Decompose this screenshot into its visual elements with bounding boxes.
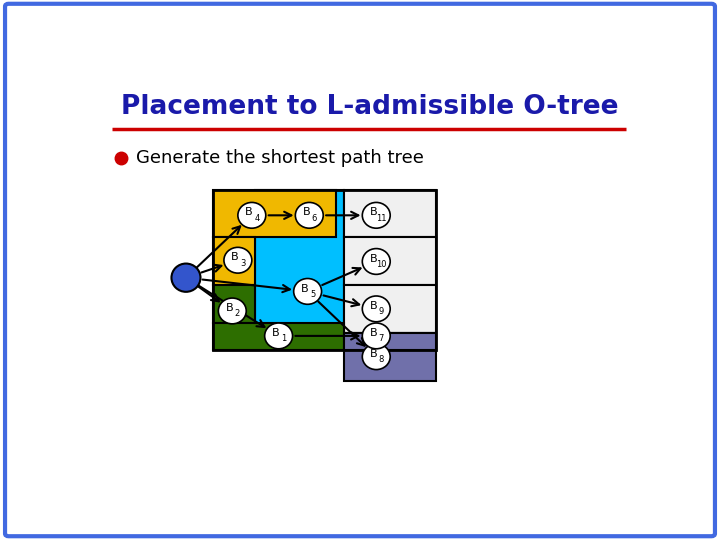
Text: 11: 11 [376,214,387,222]
Text: 7: 7 [379,334,384,343]
Bar [344,333,436,381]
Ellipse shape [362,248,390,274]
Ellipse shape [294,279,322,305]
Text: B: B [301,284,309,294]
Text: 1: 1 [281,334,287,343]
Ellipse shape [362,296,390,322]
Text: 5: 5 [310,290,315,299]
Bar [344,285,436,333]
Text: 2: 2 [235,309,240,319]
Bar [213,285,255,322]
Text: 3: 3 [240,259,246,268]
Ellipse shape [295,202,323,228]
Ellipse shape [362,344,390,369]
Text: B: B [369,349,377,359]
Text: Placement to L-admissible O-tree: Placement to L-admissible O-tree [121,94,618,120]
Text: 4: 4 [254,214,259,222]
Bar [255,190,344,335]
Text: B: B [231,252,239,262]
Bar [213,322,344,349]
Text: B: B [302,207,310,218]
Bar [213,238,255,285]
Ellipse shape [238,202,266,228]
Text: 10: 10 [376,260,387,269]
Ellipse shape [224,247,252,273]
Text: B: B [272,328,279,338]
Text: 9: 9 [379,307,384,316]
Bar [344,238,436,285]
Ellipse shape [218,298,246,324]
Text: B: B [225,303,233,313]
Bar [213,190,436,349]
Ellipse shape [171,264,200,292]
Bar [213,190,336,238]
Bar [344,333,436,349]
Text: 8: 8 [379,355,384,364]
Ellipse shape [362,323,390,349]
Text: B: B [369,328,377,338]
Ellipse shape [362,202,390,228]
Ellipse shape [265,323,292,349]
Text: B: B [369,254,377,264]
Text: B: B [369,301,377,311]
Bar [344,190,436,238]
Text: B: B [246,207,253,218]
Text: B: B [369,207,377,218]
Text: Generate the shortest path tree: Generate the shortest path tree [136,150,423,167]
Text: 6: 6 [312,214,317,222]
